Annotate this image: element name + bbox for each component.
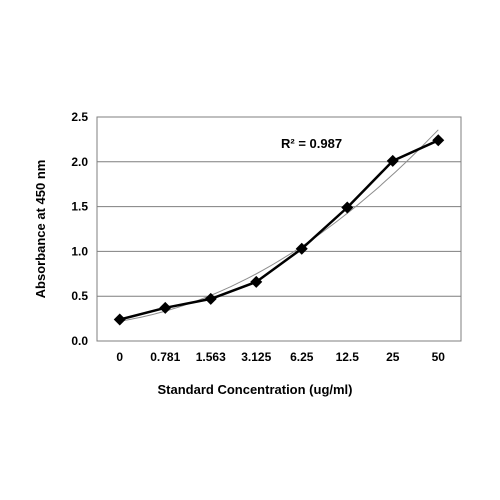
y-tick-label: 2.5 <box>71 110 88 124</box>
x-tick-label: 0.781 <box>150 350 180 364</box>
x-axis-title: Standard Concentration (ug/ml) <box>158 382 353 397</box>
x-tick-label: 50 <box>432 350 446 364</box>
r-squared-annotation: R² = 0.987 <box>281 136 342 151</box>
y-tick-label: 0.5 <box>71 289 88 303</box>
data-point-marker <box>295 242 308 255</box>
series-line <box>119 139 439 321</box>
trendline <box>119 129 439 322</box>
data-point-marker <box>113 313 126 326</box>
y-tick-labels: 0.0 0.5 1.0 1.5 2.0 2.5 <box>71 110 88 348</box>
data-point-marker <box>159 301 172 314</box>
x-tick-label: 25 <box>386 350 400 364</box>
grid-lines <box>97 161 461 297</box>
series-markers <box>113 134 445 326</box>
x-tick-labels: 0 0.781 1.563 3.125 6.25 12.5 25 50 <box>116 350 445 364</box>
y-axis-title: Absorbance at 450 nm <box>33 160 48 299</box>
data-point-marker <box>432 134 445 147</box>
y-tick-label: 1.0 <box>71 244 88 258</box>
x-tick-label: 3.125 <box>241 350 271 364</box>
x-tick-label: 6.25 <box>290 350 314 364</box>
x-tick-label: 0 <box>116 350 123 364</box>
data-point-marker <box>341 201 354 214</box>
x-tick-label: 12.5 <box>336 350 360 364</box>
y-tick-label: 2.0 <box>71 155 88 169</box>
data-point-marker <box>386 154 399 167</box>
data-point-marker <box>204 292 217 305</box>
x-tick-label: 1.563 <box>196 350 226 364</box>
data-point-marker <box>250 275 263 288</box>
y-tick-label: 1.5 <box>71 200 88 214</box>
y-tick-label: 0.0 <box>71 334 88 348</box>
plot-area-border <box>96 116 462 342</box>
